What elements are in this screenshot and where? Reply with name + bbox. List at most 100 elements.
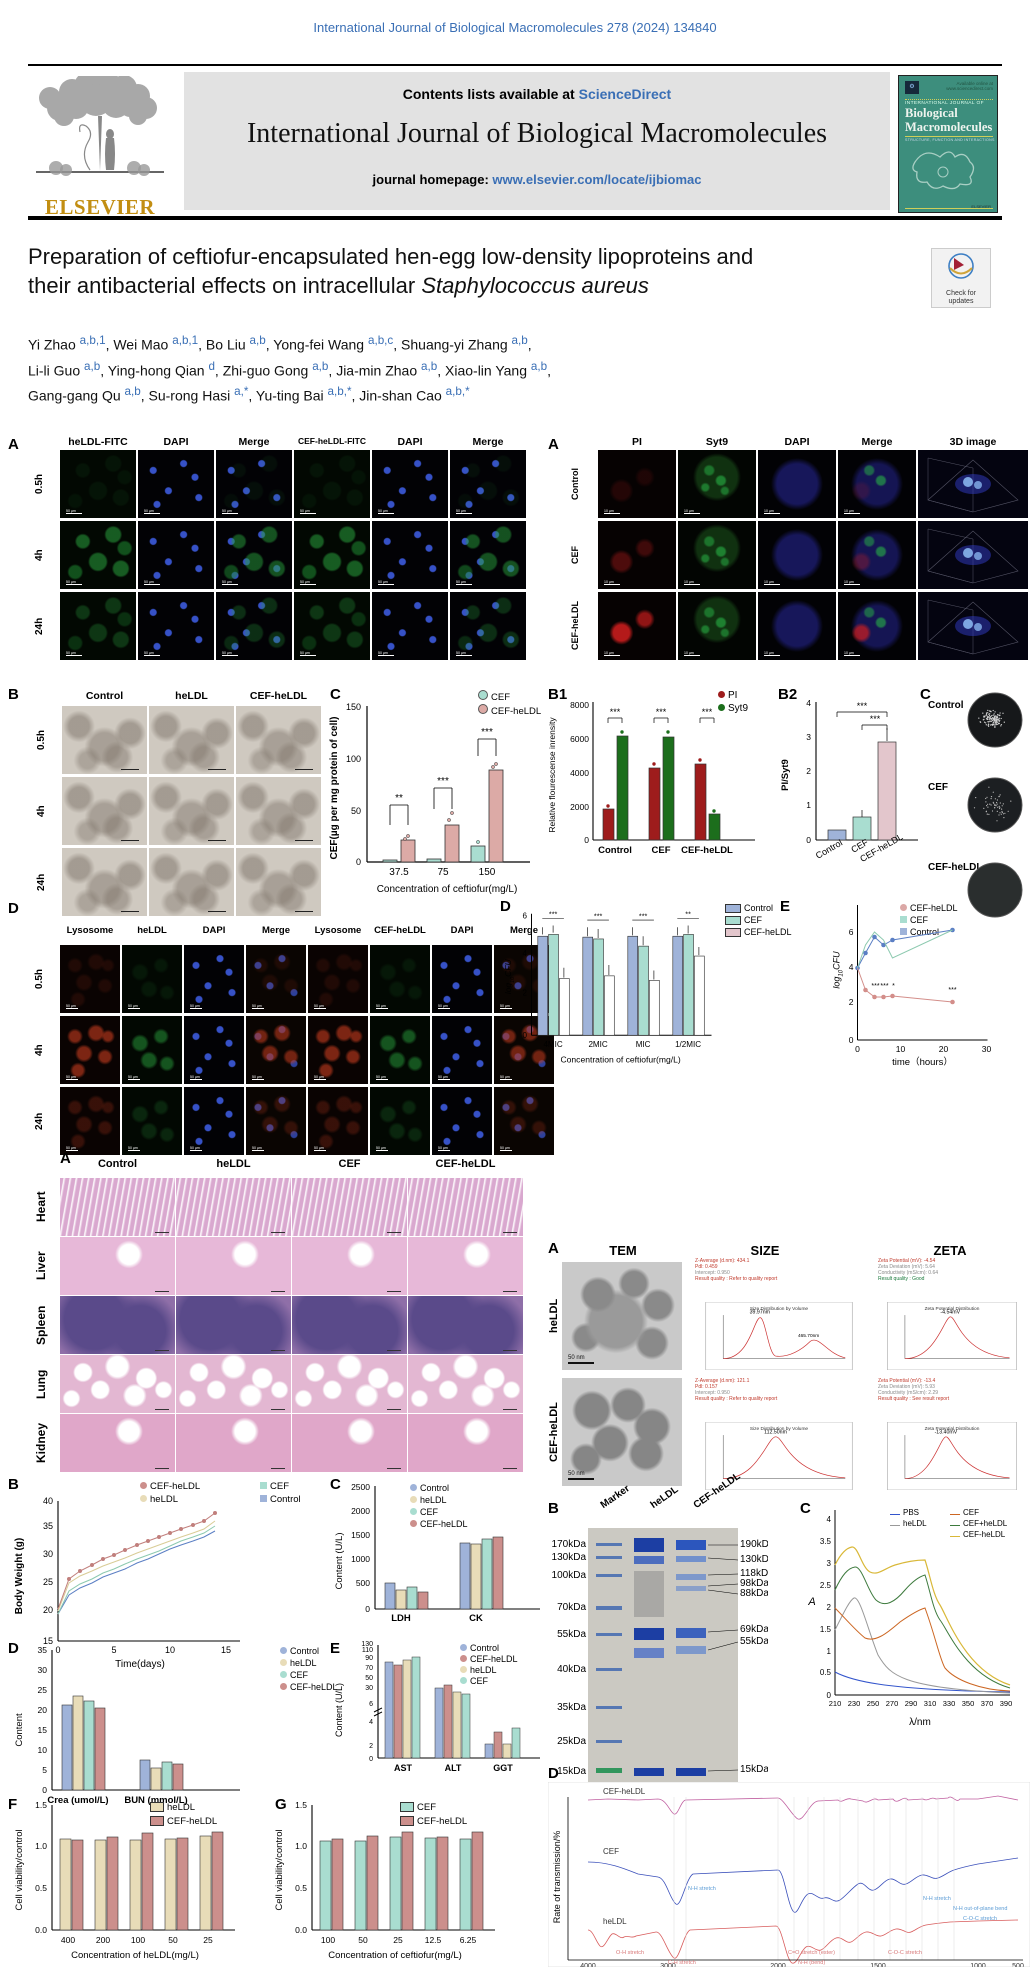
svg-text:2: 2 xyxy=(849,997,854,1007)
svg-text:***: *** xyxy=(549,909,558,918)
svg-text:ALT: ALT xyxy=(445,1763,462,1773)
svg-text:***: *** xyxy=(871,983,879,990)
svg-text:55kDa: 55kDa xyxy=(740,1636,768,1647)
svg-text:0: 0 xyxy=(356,857,361,867)
svg-text:112.50nm: 112.50nm xyxy=(764,1429,787,1435)
svg-text:log10CFU: log10CFU xyxy=(503,958,516,994)
svg-text:Cell viability/control: Cell viability/control xyxy=(14,1829,25,1910)
svg-text:Concentration of ceftiofur(mg/: Concentration of ceftiofur(mg/L) xyxy=(328,1950,462,1961)
svg-text:1.5: 1.5 xyxy=(35,1800,47,1810)
svg-text:50: 50 xyxy=(365,1675,373,1682)
svg-text:330: 330 xyxy=(943,1699,956,1708)
svg-text:15kDa: 15kDa xyxy=(557,1766,586,1777)
svg-text:4: 4 xyxy=(849,962,854,972)
svg-text:50: 50 xyxy=(168,1935,178,1945)
svg-text:230: 230 xyxy=(848,1699,861,1708)
svg-text:50: 50 xyxy=(351,806,361,816)
svg-text:**: ** xyxy=(395,793,403,804)
svg-text:0: 0 xyxy=(806,835,811,845)
svg-text:0: 0 xyxy=(365,1604,370,1614)
svg-text:1500: 1500 xyxy=(351,1530,370,1540)
svg-text:PI/Syt9: PI/Syt9 xyxy=(780,759,791,791)
svg-text:20: 20 xyxy=(43,1605,53,1615)
svg-text:Content (U/L): Content (U/L) xyxy=(334,1683,344,1737)
svg-text:AST: AST xyxy=(394,1763,413,1773)
svg-text:100: 100 xyxy=(321,1935,335,1945)
svg-text:***: *** xyxy=(948,987,956,994)
svg-text:2MIC: 2MIC xyxy=(588,1040,607,1049)
svg-text:150: 150 xyxy=(479,867,496,878)
svg-text:C=O stretch (ester): C=O stretch (ester) xyxy=(788,1950,835,1956)
svg-text:270: 270 xyxy=(886,1699,899,1708)
svg-text:0: 0 xyxy=(849,1035,854,1045)
svg-text:390: 390 xyxy=(1000,1699,1013,1708)
svg-text:25: 25 xyxy=(203,1935,213,1945)
svg-text:2: 2 xyxy=(523,989,528,998)
svg-text:1: 1 xyxy=(827,1647,832,1656)
svg-text:***: *** xyxy=(437,776,449,787)
svg-text:350: 350 xyxy=(962,1699,975,1708)
svg-text:6.25: 6.25 xyxy=(460,1935,477,1945)
svg-text:100: 100 xyxy=(131,1935,145,1945)
svg-text:40: 40 xyxy=(43,1496,53,1506)
svg-text:**: ** xyxy=(685,909,691,918)
svg-text:25: 25 xyxy=(38,1685,48,1695)
svg-text:2000: 2000 xyxy=(351,1506,370,1516)
svg-text:3: 3 xyxy=(806,732,811,742)
svg-text:MIC: MIC xyxy=(636,1040,651,1049)
svg-text:***: *** xyxy=(870,714,881,724)
svg-text:500: 500 xyxy=(356,1578,370,1588)
svg-text:1/2MIC: 1/2MIC xyxy=(675,1040,701,1049)
svg-text:***: *** xyxy=(594,911,603,920)
svg-text:150: 150 xyxy=(346,702,361,712)
svg-text:1500: 1500 xyxy=(870,1963,886,1967)
svg-text:70kDa: 70kDa xyxy=(557,1602,586,1613)
svg-text:3.5: 3.5 xyxy=(820,1537,832,1546)
svg-text:30: 30 xyxy=(982,1044,992,1054)
svg-text:Control: Control xyxy=(598,845,632,856)
svg-text:2: 2 xyxy=(369,1743,373,1750)
svg-text:CEF: CEF xyxy=(652,845,671,856)
svg-text:1.5: 1.5 xyxy=(295,1800,307,1810)
svg-text:N-H stretch: N-H stretch xyxy=(688,1886,716,1892)
svg-text:310: 310 xyxy=(924,1699,937,1708)
svg-text:40kDa: 40kDa xyxy=(557,1664,586,1675)
svg-text:1.0: 1.0 xyxy=(35,1841,47,1851)
svg-text:30: 30 xyxy=(365,1685,373,1692)
svg-text:0: 0 xyxy=(855,1044,860,1054)
svg-text:Relative flourescense inrensit: Relative flourescense inrensity xyxy=(547,717,557,833)
svg-text:C-H stretch: C-H stretch xyxy=(668,1960,696,1966)
svg-text:0.5: 0.5 xyxy=(295,1883,307,1893)
svg-text:0.0: 0.0 xyxy=(35,1925,47,1935)
svg-text:200: 200 xyxy=(96,1935,110,1945)
svg-text:130: 130 xyxy=(361,1641,373,1648)
svg-text:500: 500 xyxy=(1012,1963,1024,1967)
svg-text:O-H stretch: O-H stretch xyxy=(616,1950,644,1956)
svg-text:N-H out-of-plane bend: N-H out-of-plane bend xyxy=(953,1906,1007,1912)
svg-text:1.0: 1.0 xyxy=(295,1841,307,1851)
svg-text:250: 250 xyxy=(867,1699,880,1708)
svg-text:130kDa: 130kDa xyxy=(740,1554,768,1565)
svg-text:0: 0 xyxy=(369,1756,373,1763)
svg-text:15: 15 xyxy=(38,1725,48,1735)
svg-text:CEF(µg per mg protein of cell): CEF(µg per mg protein of cell) xyxy=(329,717,340,860)
svg-text:30: 30 xyxy=(43,1549,53,1559)
svg-text:6000: 6000 xyxy=(570,734,589,744)
svg-text:***: *** xyxy=(656,707,667,717)
svg-text:Content (U/L): Content (U/L) xyxy=(334,1532,345,1589)
svg-text:0: 0 xyxy=(584,835,589,845)
svg-text:30: 30 xyxy=(38,1665,48,1675)
svg-text:69kDa: 69kDa xyxy=(740,1624,768,1635)
svg-text:***: *** xyxy=(702,707,713,717)
svg-text:CK: CK xyxy=(469,1613,483,1624)
svg-text:75: 75 xyxy=(437,867,449,878)
svg-text:4MIC: 4MIC xyxy=(543,1040,562,1049)
svg-text:4: 4 xyxy=(369,1719,373,1726)
svg-text:1: 1 xyxy=(806,800,811,810)
svg-text:4000: 4000 xyxy=(570,768,589,778)
svg-text:400: 400 xyxy=(61,1935,75,1945)
svg-text:Concentration of ceftiofur(mg/: Concentration of ceftiofur(mg/L) xyxy=(377,884,518,895)
svg-text:N-H stretch: N-H stretch xyxy=(923,1896,951,1902)
svg-text:***: *** xyxy=(880,983,888,990)
svg-text:210: 210 xyxy=(829,1699,842,1708)
